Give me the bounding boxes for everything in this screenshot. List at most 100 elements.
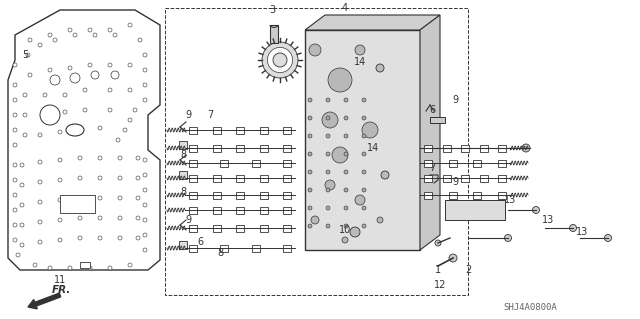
Text: 13: 13	[576, 227, 588, 237]
Circle shape	[344, 188, 348, 192]
Bar	[189, 191, 197, 198]
Text: 7: 7	[207, 110, 213, 120]
Circle shape	[344, 206, 348, 210]
Text: 8: 8	[180, 150, 186, 160]
Circle shape	[362, 152, 366, 156]
Bar	[449, 160, 457, 167]
Bar	[212, 206, 221, 213]
Circle shape	[362, 134, 366, 138]
Circle shape	[58, 178, 62, 182]
Bar	[179, 141, 187, 149]
Circle shape	[344, 224, 348, 228]
Circle shape	[143, 218, 147, 222]
Circle shape	[38, 240, 42, 244]
Bar	[252, 244, 260, 251]
Bar	[252, 160, 260, 167]
Circle shape	[13, 208, 17, 212]
Circle shape	[118, 236, 122, 240]
Circle shape	[20, 203, 24, 207]
Circle shape	[308, 116, 312, 120]
Circle shape	[268, 48, 292, 73]
Circle shape	[111, 71, 119, 79]
Circle shape	[38, 160, 42, 164]
Circle shape	[309, 44, 321, 56]
Circle shape	[362, 98, 366, 102]
Circle shape	[43, 113, 47, 117]
Circle shape	[326, 206, 330, 210]
Circle shape	[88, 266, 92, 270]
Circle shape	[128, 263, 132, 267]
Text: 10: 10	[339, 225, 351, 235]
Bar	[461, 145, 469, 152]
Circle shape	[68, 28, 72, 32]
Circle shape	[128, 118, 132, 122]
Circle shape	[38, 200, 42, 204]
Circle shape	[143, 158, 147, 162]
Circle shape	[362, 122, 378, 138]
Circle shape	[73, 33, 77, 37]
Bar	[189, 127, 197, 133]
Circle shape	[20, 183, 24, 187]
Circle shape	[362, 170, 366, 174]
Bar	[179, 241, 187, 249]
Circle shape	[13, 223, 17, 227]
Bar	[236, 225, 244, 232]
Bar	[442, 145, 451, 152]
Circle shape	[326, 116, 330, 120]
FancyArrow shape	[28, 293, 61, 309]
Circle shape	[344, 98, 348, 102]
Circle shape	[26, 53, 30, 57]
Circle shape	[308, 134, 312, 138]
Circle shape	[88, 63, 92, 67]
Bar	[212, 174, 221, 182]
Circle shape	[58, 158, 62, 162]
Circle shape	[118, 156, 122, 160]
Bar	[424, 174, 432, 182]
Bar	[424, 160, 432, 167]
Circle shape	[78, 176, 82, 180]
Circle shape	[435, 240, 441, 246]
Circle shape	[98, 126, 102, 130]
Text: 13: 13	[542, 215, 554, 225]
Text: 4: 4	[342, 3, 348, 13]
Circle shape	[98, 176, 102, 180]
Text: 2: 2	[465, 265, 471, 275]
Circle shape	[13, 178, 17, 182]
Circle shape	[83, 108, 87, 112]
Bar	[498, 191, 506, 198]
Circle shape	[532, 206, 540, 213]
Bar	[498, 174, 506, 182]
Circle shape	[68, 266, 72, 270]
Circle shape	[13, 143, 17, 147]
Circle shape	[40, 105, 60, 125]
Bar	[479, 174, 488, 182]
Bar	[189, 145, 197, 152]
Bar	[179, 171, 187, 179]
Circle shape	[143, 173, 147, 177]
Circle shape	[128, 88, 132, 92]
Circle shape	[108, 88, 112, 92]
Circle shape	[13, 83, 17, 87]
Circle shape	[58, 238, 62, 242]
Bar	[430, 117, 445, 123]
Bar	[236, 191, 244, 198]
Bar	[424, 145, 432, 152]
Circle shape	[13, 238, 17, 242]
Text: 13: 13	[504, 195, 516, 205]
Circle shape	[23, 113, 27, 117]
Bar	[212, 225, 221, 232]
Circle shape	[449, 254, 457, 262]
Text: 9: 9	[452, 177, 458, 187]
Text: 11: 11	[54, 275, 66, 285]
Circle shape	[83, 88, 87, 92]
Text: 3: 3	[269, 5, 275, 15]
Circle shape	[78, 196, 82, 200]
Bar	[283, 206, 291, 213]
Circle shape	[98, 156, 102, 160]
Text: 8: 8	[180, 187, 186, 197]
Bar	[80, 262, 90, 268]
Circle shape	[143, 83, 147, 87]
Bar	[305, 30, 420, 250]
Circle shape	[93, 33, 97, 37]
Bar	[189, 160, 197, 167]
